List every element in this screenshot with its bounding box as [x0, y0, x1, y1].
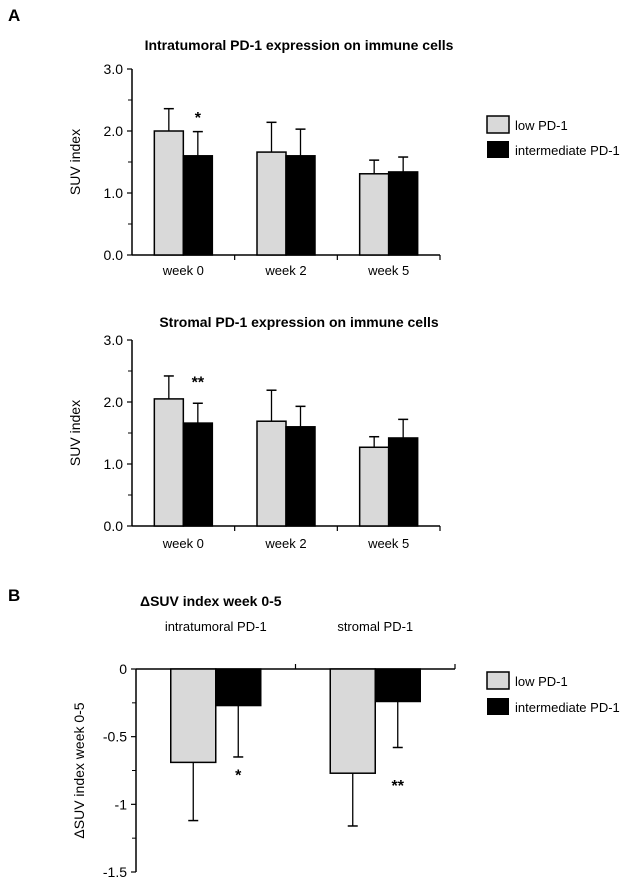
- legend-label-intermediate: intermediate PD-1: [515, 143, 620, 158]
- y-tick-label: 1.0: [104, 456, 124, 472]
- x-tick-label: week 0: [162, 536, 204, 551]
- y-axis-label: ΔSUV index week 0-5: [71, 702, 87, 838]
- y-tick-label: -0.5: [103, 729, 127, 745]
- bar-low: [170, 668, 217, 764]
- legend-top: low PD-1 intermediate PD-1: [486, 115, 620, 158]
- bar-low: [256, 151, 287, 256]
- x-tick-label: intratumoral PD-1: [165, 619, 267, 634]
- y-tick-label: 0.0: [104, 247, 124, 263]
- legend-label-intermediate: intermediate PD-1: [515, 700, 620, 715]
- x-tick-label: week 5: [367, 263, 409, 278]
- chart-2: Stromal PD-1 expression on immune cells S…: [67, 314, 441, 551]
- x-tick-label: week 2: [264, 263, 306, 278]
- legend-swatch-intermediate: [487, 141, 509, 158]
- significance-marker: **: [392, 778, 405, 795]
- bar-intermediate: [215, 668, 262, 707]
- bar-intermediate: [374, 668, 421, 703]
- legend-swatch-low: [486, 671, 510, 690]
- bar-intermediate: [182, 422, 214, 527]
- legend-label-low: low PD-1: [515, 118, 568, 133]
- bar-intermediate: [285, 155, 316, 256]
- x-tick-label: week 5: [367, 536, 409, 551]
- y-axis-label: SUV index: [67, 129, 83, 195]
- chart-title: Intratumoral PD-1 expression on immune c…: [145, 37, 454, 53]
- chart-3: ΔSUV index week 0-5 ΔSUV index week 0-5 0 -…: [71, 593, 456, 880]
- bar-low: [153, 130, 185, 256]
- significance-marker: **: [192, 375, 205, 392]
- bar-intermediate: [387, 437, 419, 527]
- y-axis-label: SUV index: [67, 400, 83, 466]
- legend-bottom: low PD-1 intermediate PD-1: [486, 671, 620, 715]
- chart-1: Intratumoral PD-1 expression on immune c…: [67, 37, 454, 278]
- bar-low: [358, 173, 390, 256]
- x-tick-label: week 2: [264, 536, 306, 551]
- y-tick-label: 2.0: [104, 394, 124, 410]
- significance-marker: *: [235, 767, 242, 784]
- chart-title: Stromal PD-1 expression on immune cells: [159, 314, 439, 330]
- significance-marker: *: [195, 110, 202, 127]
- y-tick-label: 0.0: [104, 518, 124, 534]
- bar-intermediate: [182, 155, 214, 256]
- x-tick-label: week 0: [162, 263, 204, 278]
- y-tick-label: 3.0: [104, 61, 124, 77]
- y-tick-label: -1.5: [103, 864, 127, 880]
- y-tick-label: -1: [115, 796, 128, 812]
- y-tick-label: 0: [119, 661, 127, 677]
- legend-swatch-intermediate: [487, 698, 509, 715]
- legend-label-low: low PD-1: [515, 674, 568, 689]
- panel-label-b: B: [8, 586, 20, 605]
- chart-title: ΔSUV index week 0-5: [140, 593, 282, 609]
- y-tick-label: 1.0: [104, 185, 124, 201]
- panel-label-a: A: [8, 6, 20, 25]
- y-tick-label: 2.0: [104, 123, 124, 139]
- y-tick-label: 3.0: [104, 332, 124, 348]
- bar-low: [329, 668, 376, 774]
- bar-intermediate: [387, 171, 419, 256]
- bar-low: [358, 446, 390, 527]
- x-tick-label: stromal PD-1: [337, 619, 413, 634]
- bar-low: [153, 398, 185, 527]
- bar-intermediate: [285, 426, 316, 527]
- legend-swatch-low: [486, 115, 510, 134]
- bar-low: [256, 420, 287, 527]
